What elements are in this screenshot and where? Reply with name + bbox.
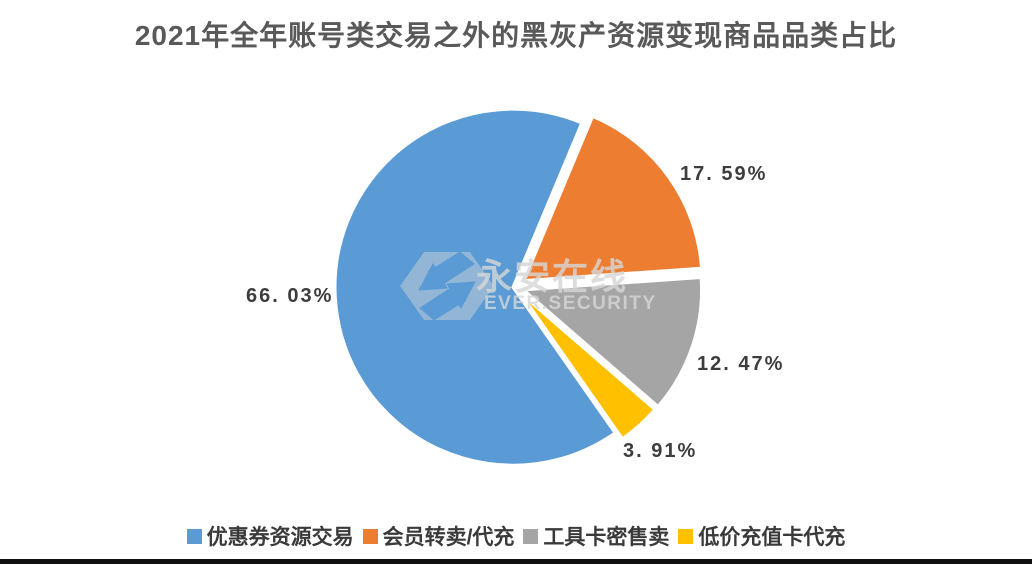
pie-label-rechargecard: 3. 91% <box>623 440 698 462</box>
legend-swatch-yellow-icon <box>678 528 694 544</box>
pie-slice-3[interactable] <box>522 276 704 408</box>
legend-label: 会员转卖/代充 <box>382 526 515 549</box>
pie-slice-4[interactable] <box>518 291 657 441</box>
pie-label-coupon: 66. 03% <box>246 285 334 307</box>
legend-item-toolcard[interactable]: 工具卡密售卖 <box>523 521 669 551</box>
legend-item-coupon[interactable]: 优惠券资源交易 <box>186 521 354 551</box>
pie-label-membership: 17. 59% <box>680 163 768 185</box>
legend-label: 优惠券资源交易 <box>206 526 354 549</box>
pie-label-toolcard: 12. 47% <box>697 353 785 375</box>
pie-slice-2[interactable] <box>522 114 704 283</box>
legend-label: 工具卡密售卖 <box>543 526 670 549</box>
legend-swatch-gray-icon <box>523 528 539 544</box>
legend-swatch-blue-icon <box>186 528 202 544</box>
legend-swatch-orange-icon <box>362 528 378 544</box>
legend: 优惠券资源交易 会员转卖/代充 工具卡密售卖 低价充值卡代充 <box>0 521 1032 551</box>
bottom-divider <box>0 559 1032 564</box>
legend-item-rechargecard[interactable]: 低价充值卡代充 <box>678 521 845 551</box>
chart-title: 2021年全年账号类交易之外的黑灰产资源变现商品品类占比 <box>134 20 898 51</box>
legend-label: 低价充值卡代充 <box>698 526 846 549</box>
legend-item-membership[interactable]: 会员转卖/代充 <box>362 521 515 551</box>
pie-slice-1[interactable] <box>333 107 617 467</box>
